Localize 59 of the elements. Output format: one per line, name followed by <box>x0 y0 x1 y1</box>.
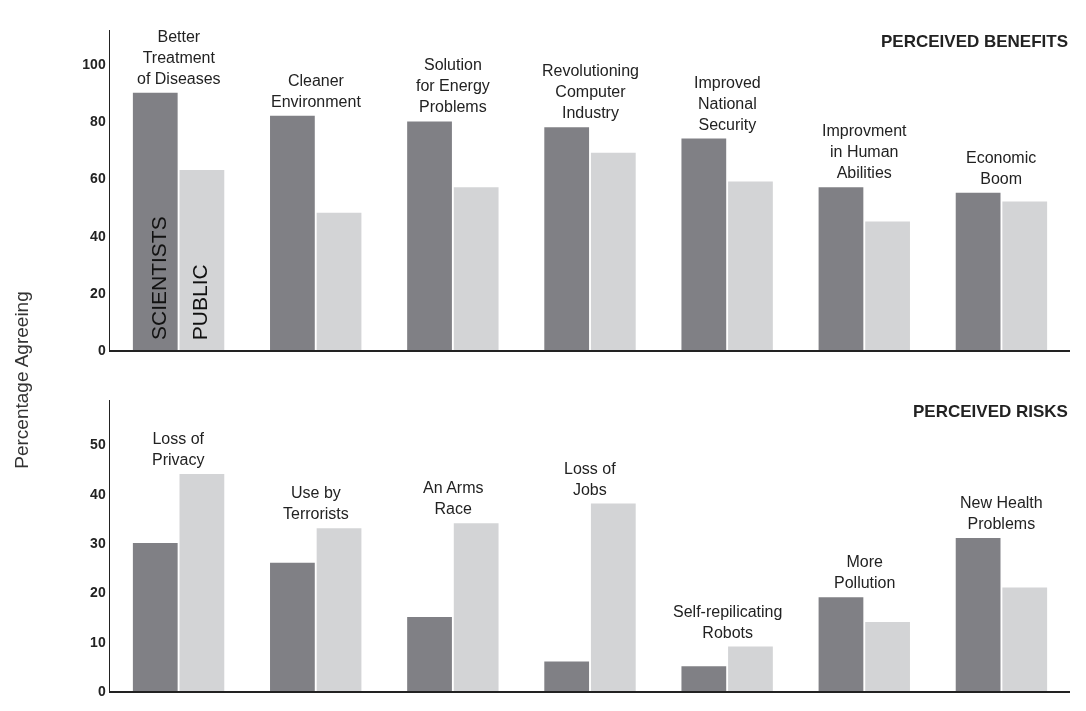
bar <box>1002 587 1048 691</box>
y-tick-label: 40 <box>90 227 106 244</box>
x-tick-label: Loss of Privacy <box>152 430 205 468</box>
y-tick-label: 80 <box>90 113 106 130</box>
y-tick-label: 60 <box>90 170 106 187</box>
bar <box>955 192 1001 350</box>
bar <box>179 170 225 350</box>
bar <box>728 646 773 691</box>
bar <box>728 181 773 350</box>
bar <box>544 127 590 350</box>
x-tick-label: Loss of Jobs <box>564 460 617 498</box>
bar <box>681 138 727 350</box>
y-tick-label: 20 <box>90 584 106 601</box>
chart-title: PERCEIVED BENEFITS <box>881 32 1069 51</box>
x-tick-label: An Arms Race <box>423 479 484 517</box>
y-tick-label: 10 <box>90 633 106 650</box>
y-tick-label: 0 <box>97 341 106 358</box>
bar <box>544 661 590 691</box>
series-label: SCIENTISTS <box>147 216 170 340</box>
bar <box>132 92 178 350</box>
bar <box>818 187 864 350</box>
chart-title: PERCEIVED RISKS <box>913 402 1068 421</box>
x-tick-label: Economic Boom <box>966 149 1037 187</box>
bar <box>270 562 315 691</box>
y-tick-label: 30 <box>90 534 106 551</box>
x-tick-label: More Pollution <box>834 553 896 591</box>
bar <box>865 621 910 691</box>
x-tick-label: Revolutioning Computer Industry <box>542 62 639 121</box>
x-tick-label: Self-repilicating Robots <box>673 603 783 641</box>
y-tick-label: 100 <box>82 56 106 73</box>
y-axis-title: Percentage Agreeing <box>11 291 33 469</box>
y-tick-label: 50 <box>90 436 106 453</box>
y-tick-label: 20 <box>90 284 106 301</box>
x-tick-label: Solution for Energy Problems <box>416 56 490 115</box>
bar <box>1002 201 1048 350</box>
bar <box>407 121 452 350</box>
bar <box>407 617 452 691</box>
bar <box>316 528 362 691</box>
series-label: PUBLIC <box>188 264 212 341</box>
bar <box>132 543 178 691</box>
bar <box>681 666 727 691</box>
bar <box>316 212 362 350</box>
x-tick-label: Use by Terrorists <box>283 484 349 522</box>
bar <box>590 503 636 691</box>
bar <box>955 538 1001 691</box>
x-tick-label: Better Treatment of Diseases <box>137 28 221 87</box>
bar <box>179 473 225 691</box>
y-tick-label: 40 <box>90 485 106 502</box>
x-tick-label: New Health Problems <box>960 494 1043 532</box>
x-tick-label: Improvment in Human Abilities <box>822 122 908 181</box>
bar <box>818 597 864 691</box>
bar <box>865 221 910 350</box>
x-tick-label: Improved National Security <box>694 74 761 133</box>
bar <box>270 115 315 350</box>
x-tick-label: Cleaner Environment <box>271 72 362 110</box>
bar <box>453 187 499 350</box>
y-tick-label: 0 <box>97 682 106 699</box>
bar <box>590 152 636 350</box>
bar <box>453 523 499 691</box>
